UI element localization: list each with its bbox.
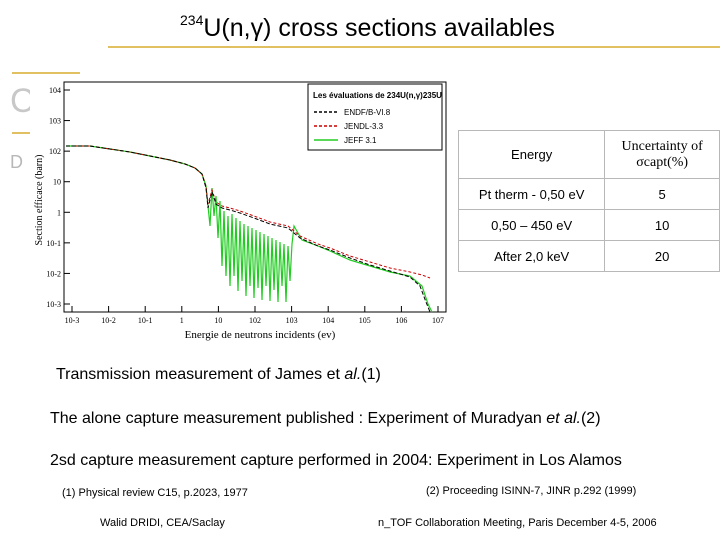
uncertainty-table: Energy Uncertainty of σcapt(%) Pt therm … [457,130,720,272]
transmission-text-main: Transmission measurement of James et [56,366,345,383]
x-tick-label: 102 [249,316,261,325]
table-row: Pt therm - 0,50 eV 5 [457,178,720,210]
legend: ENDF/B-VI.8 JENDL-3.3 JEFF 3.1 [314,108,391,145]
footer-meeting: n_TOF Collaboration Meeting, Paris Decem… [378,517,657,529]
title-underline [108,46,720,48]
x-tick-label: 103 [286,316,298,325]
legend-box [307,83,443,151]
transmission-text-em: al. [344,366,362,383]
series-jendl [66,145,431,279]
transmission-text: Transmission measurement of James et al.… [56,366,381,384]
reference-2: (2) Proceeding ISINN-7, JINR p.292 (1999… [426,485,637,497]
y-tick-label: 104 [49,86,61,95]
legend-label: JENDL-3.3 [344,122,384,131]
capture-text-main: The alone capture measurement published … [50,410,547,427]
table-header-row: Energy Uncertainty of σcapt(%) [457,130,720,179]
table-header-uncertainty: Uncertainty of σcapt(%) [604,130,720,179]
x-ticks: 10-3 10-2 10-1 1 10 102 103 104 105 106 107 [65,306,444,325]
y-tick-label: 1 [57,208,61,217]
x-tick-label: 105 [359,316,371,325]
title-superscript: 234 [180,12,204,28]
y-tick-label: 10-1 [46,239,61,248]
footer-author: Walid DRIDI, CEA/Saclay [100,517,225,529]
legend-title: Les évaluations de 234U(n,γ)235U [313,91,442,100]
capture-text-em: et al. [546,410,581,427]
x-tick-label: 10-2 [101,316,116,325]
x-tick-label: 10-1 [138,316,153,325]
capture-text-ref: (2) [580,410,601,427]
series-endf [66,145,431,313]
capture-text: The alone capture measurement published … [50,410,601,428]
slide-title: 234U(n,γ) cross sections availables [180,12,640,43]
title-text: U(n,γ) cross sections availables [203,14,555,42]
legend-label: JEFF 3.1 [344,136,377,145]
table-cell-uncertainty: 5 [604,178,720,210]
table-header-energy: Energy [457,130,606,179]
x-tick-label: 1 [180,316,184,325]
x-tick-label: 107 [432,316,444,325]
reference-1: (1) Physical review C15, p.2023, 1977 [62,487,248,499]
y-tick-label: 10 [53,178,61,187]
x-tick-label: 104 [322,316,334,325]
table-cell-energy: Pt therm - 0,50 eV [457,178,606,210]
series-jeff [66,145,433,313]
table-row: 0,50 – 450 eV 10 [457,209,720,241]
y-tick-label: 102 [49,147,61,156]
x-tick-label: 10 [214,316,222,325]
table-cell-energy: 0,50 – 450 eV [457,209,606,241]
y-tick-label: 10-3 [46,300,61,309]
decor-letter-d: D [10,152,23,172]
decor-line-top [12,72,80,74]
y-tick-label: 10-2 [46,269,61,278]
x-tick-label: 10-3 [65,316,80,325]
table-cell-uncertainty: 20 [604,240,720,272]
x-axis-label: Energie de neutrons incidents (ev) [185,329,336,341]
table-cell-energy: After 2,0 keV [457,240,606,272]
legend-label: ENDF/B-VI.8 [344,108,391,117]
y-tick-label: 103 [49,117,61,126]
x-tick-label: 106 [395,316,407,325]
transmission-text-ref: (1) [361,366,381,383]
y-axis-label: Section efficace (barn) [34,155,45,246]
los-alamos-text: 2sd capture measurement capture performe… [50,452,622,469]
table-row: After 2,0 keV 20 [457,240,720,272]
table-cell-uncertainty: 10 [604,209,720,241]
